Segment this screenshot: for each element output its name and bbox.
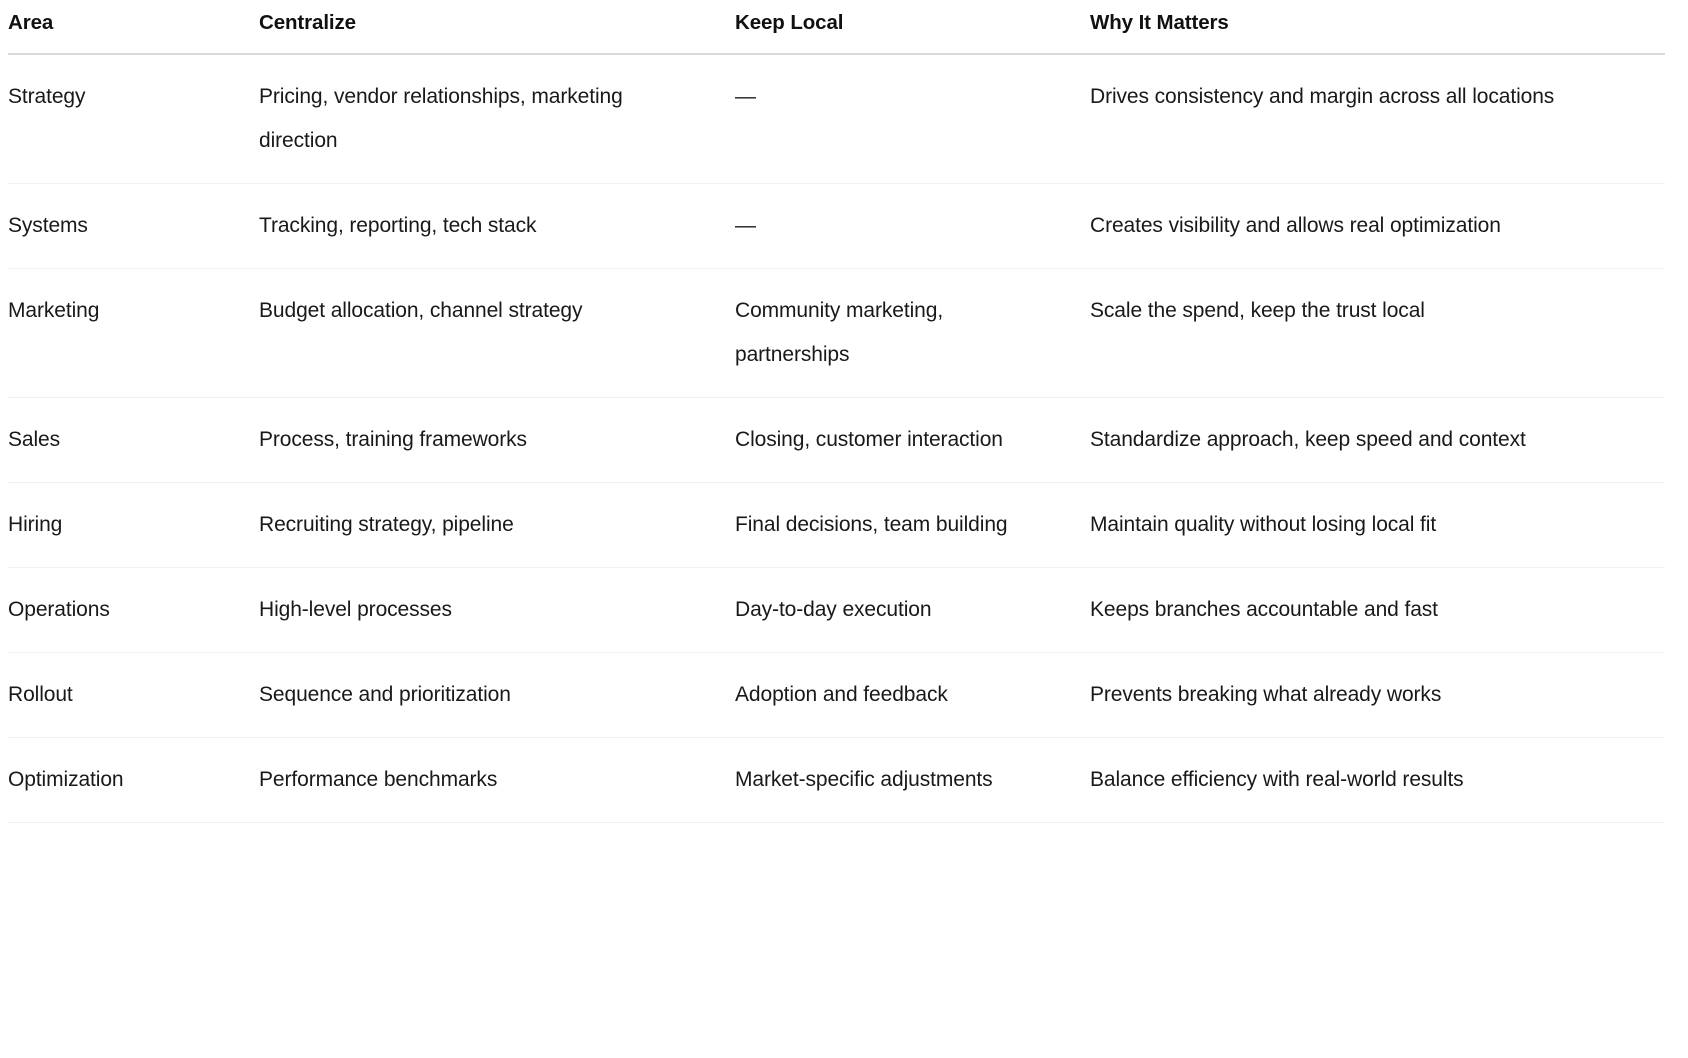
cell-centralize: Tracking, reporting, tech stack — [259, 183, 735, 269]
cell-area: Rollout — [8, 652, 259, 738]
column-header-centralize: Centralize — [259, 0, 735, 55]
cell-why-it-matters: Standardize approach, keep speed and con… — [1090, 397, 1665, 483]
table-row: Marketing Budget allocation, channel str… — [8, 268, 1665, 398]
table-row: Hiring Recruiting strategy, pipeline Fin… — [8, 482, 1665, 568]
cell-why-it-matters: Scale the spend, keep the trust local — [1090, 268, 1665, 398]
cell-why-it-matters: Balance efficiency with real-world resul… — [1090, 737, 1665, 823]
cell-area: Marketing — [8, 268, 259, 398]
cell-area: Operations — [8, 567, 259, 653]
cell-keep-local: — — [735, 183, 1090, 269]
cell-why-it-matters: Drives consistency and margin across all… — [1090, 54, 1665, 184]
cell-centralize: High-level processes — [259, 567, 735, 653]
cell-keep-local: Market-specific adjustments — [735, 737, 1090, 823]
cell-area: Optimization — [8, 737, 259, 823]
table-row: Systems Tracking, reporting, tech stack … — [8, 183, 1665, 269]
table-header: Area Centralize Keep Local Why It Matter… — [8, 0, 1665, 55]
cell-centralize: Pricing, vendor relationships, marketing… — [259, 54, 735, 184]
table-row: Sales Process, training frameworks Closi… — [8, 397, 1665, 483]
cell-why-it-matters: Keeps branches accountable and fast — [1090, 567, 1665, 653]
table-row: Rollout Sequence and prioritization Adop… — [8, 652, 1665, 738]
cell-keep-local: Closing, customer interaction — [735, 397, 1090, 483]
cell-centralize: Budget allocation, channel strategy — [259, 268, 735, 398]
cell-keep-local: Adoption and feedback — [735, 652, 1090, 738]
column-header-keep-local: Keep Local — [735, 0, 1090, 55]
cell-keep-local: Day-to-day execution — [735, 567, 1090, 653]
cell-why-it-matters: Maintain quality without losing local fi… — [1090, 482, 1665, 568]
cell-keep-local: Final decisions, team building — [735, 482, 1090, 568]
cell-keep-local: Community marketing, partnerships — [735, 268, 1090, 398]
cell-area: Strategy — [8, 54, 259, 184]
table-body: Strategy Pricing, vendor relationships, … — [8, 54, 1665, 823]
centralize-vs-keep-local-table: Area Centralize Keep Local Why It Matter… — [8, 0, 1665, 823]
table-row: Operations High-level processes Day-to-d… — [8, 567, 1665, 653]
cell-keep-local: — — [735, 54, 1090, 184]
column-header-area: Area — [8, 0, 259, 55]
column-header-why-it-matters: Why It Matters — [1090, 0, 1665, 55]
cell-centralize: Performance benchmarks — [259, 737, 735, 823]
table-row: Strategy Pricing, vendor relationships, … — [8, 54, 1665, 184]
table-header-row: Area Centralize Keep Local Why It Matter… — [8, 0, 1665, 55]
cell-centralize: Process, training frameworks — [259, 397, 735, 483]
cell-area: Sales — [8, 397, 259, 483]
cell-area: Systems — [8, 183, 259, 269]
cell-centralize: Sequence and prioritization — [259, 652, 735, 738]
cell-centralize: Recruiting strategy, pipeline — [259, 482, 735, 568]
cell-why-it-matters: Creates visibility and allows real optim… — [1090, 183, 1665, 269]
table-row: Optimization Performance benchmarks Mark… — [8, 737, 1665, 823]
table-container: Area Centralize Keep Local Why It Matter… — [8, 0, 1665, 823]
cell-why-it-matters: Prevents breaking what already works — [1090, 652, 1665, 738]
cell-area: Hiring — [8, 482, 259, 568]
